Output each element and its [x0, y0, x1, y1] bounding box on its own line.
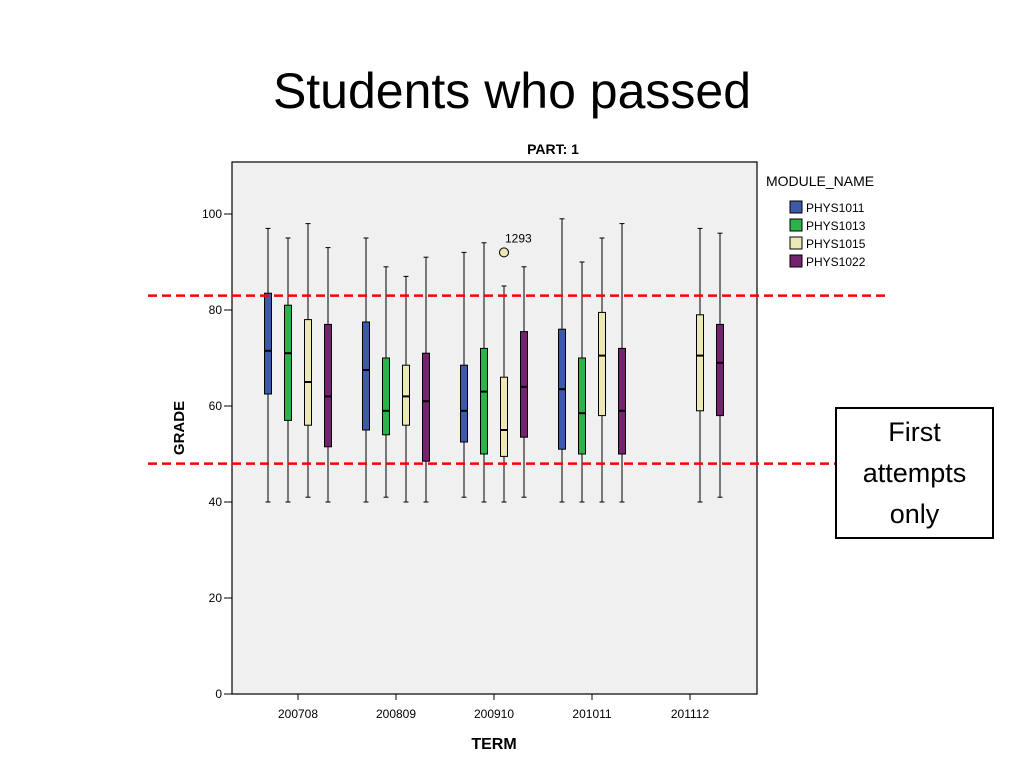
y-tick-label: 20	[209, 591, 223, 605]
box-body	[460, 364, 468, 443]
callout-box: First attempts only	[835, 407, 994, 539]
box-PHYS1022-200809	[422, 256, 430, 503]
outlier-label: 1293	[505, 231, 532, 245]
box-PHYS1013-200708	[284, 237, 292, 503]
box-body	[598, 311, 606, 417]
box-PHYS1022-200708	[324, 247, 332, 503]
box-body	[618, 347, 626, 455]
box-PHYS1015-200910: 1293	[499, 231, 532, 503]
x-tick-label: 200910	[474, 707, 514, 721]
x-axis-label: TERM	[471, 736, 516, 753]
box-PHYS1015-201112	[696, 227, 704, 503]
box-PHYS1022-201112	[716, 232, 724, 498]
legend-swatch-PHYS1013	[789, 218, 803, 232]
legend-swatch-PHYS1015	[789, 236, 803, 250]
box-body	[422, 352, 430, 462]
box-body	[264, 292, 272, 395]
x-tick-label: 200708	[278, 707, 318, 721]
y-tick-label: 100	[202, 207, 222, 221]
panel-label: PART: 1	[527, 141, 579, 157]
plot-background	[231, 161, 758, 695]
x-tick-label: 201011	[572, 707, 611, 721]
box-body	[402, 364, 410, 426]
box-PHYS1011-200910	[460, 251, 468, 498]
y-tick-label: 40	[209, 495, 223, 509]
box-body	[696, 314, 704, 412]
box-PHYS1011-201011	[558, 218, 566, 503]
box-PHYS1015-200708	[304, 223, 312, 498]
legend: PHYS1011 PHYS1013 PHYS1015 PHYS1022	[789, 200, 866, 269]
box-body	[480, 347, 488, 455]
legend-swatch-PHYS1022	[789, 254, 803, 268]
reference-lines	[148, 294, 888, 465]
legend-title: MODULE_NAME	[766, 173, 874, 189]
box-PHYS1022-200910	[520, 266, 528, 498]
x-tick-label: 200809	[376, 707, 416, 721]
box-PHYS1015-201011	[598, 237, 606, 503]
y-tick-label: 60	[209, 399, 223, 413]
x-tick-label: 201112	[671, 707, 710, 721]
box-body	[382, 357, 390, 436]
box-body	[716, 323, 724, 417]
box-PHYS1013-200809	[382, 266, 390, 498]
box-PHYS1011-200708	[264, 227, 272, 503]
plot-area: 0 20 40 60 80 100 200708 200809 200910 201011 2011…	[202, 161, 758, 721]
legend-swatch-PHYS1011	[789, 200, 803, 214]
box-body	[578, 357, 586, 455]
box-PHYS1013-201011	[578, 261, 586, 503]
legend-label-PHYS1013: PHYS1013	[806, 219, 866, 233]
box-body	[520, 331, 528, 438]
legend-label-PHYS1015: PHYS1015	[806, 237, 866, 251]
legend-label-PHYS1011: PHYS1011	[806, 201, 865, 215]
y-axis-label: GRADE	[171, 401, 188, 455]
box-body	[500, 376, 508, 457]
box-body	[324, 323, 332, 448]
outlier-point	[499, 247, 509, 258]
box-body	[362, 321, 370, 431]
box-body	[284, 304, 292, 421]
box-PHYS1022-201011	[618, 223, 626, 503]
slide-title: Students who passed	[272, 63, 752, 119]
legend-label-PHYS1022: PHYS1022	[806, 255, 866, 269]
box-body	[304, 319, 312, 426]
y-tick-label: 80	[209, 303, 223, 317]
box-PHYS1011-200809	[362, 237, 370, 503]
y-tick-label: 0	[215, 687, 222, 701]
